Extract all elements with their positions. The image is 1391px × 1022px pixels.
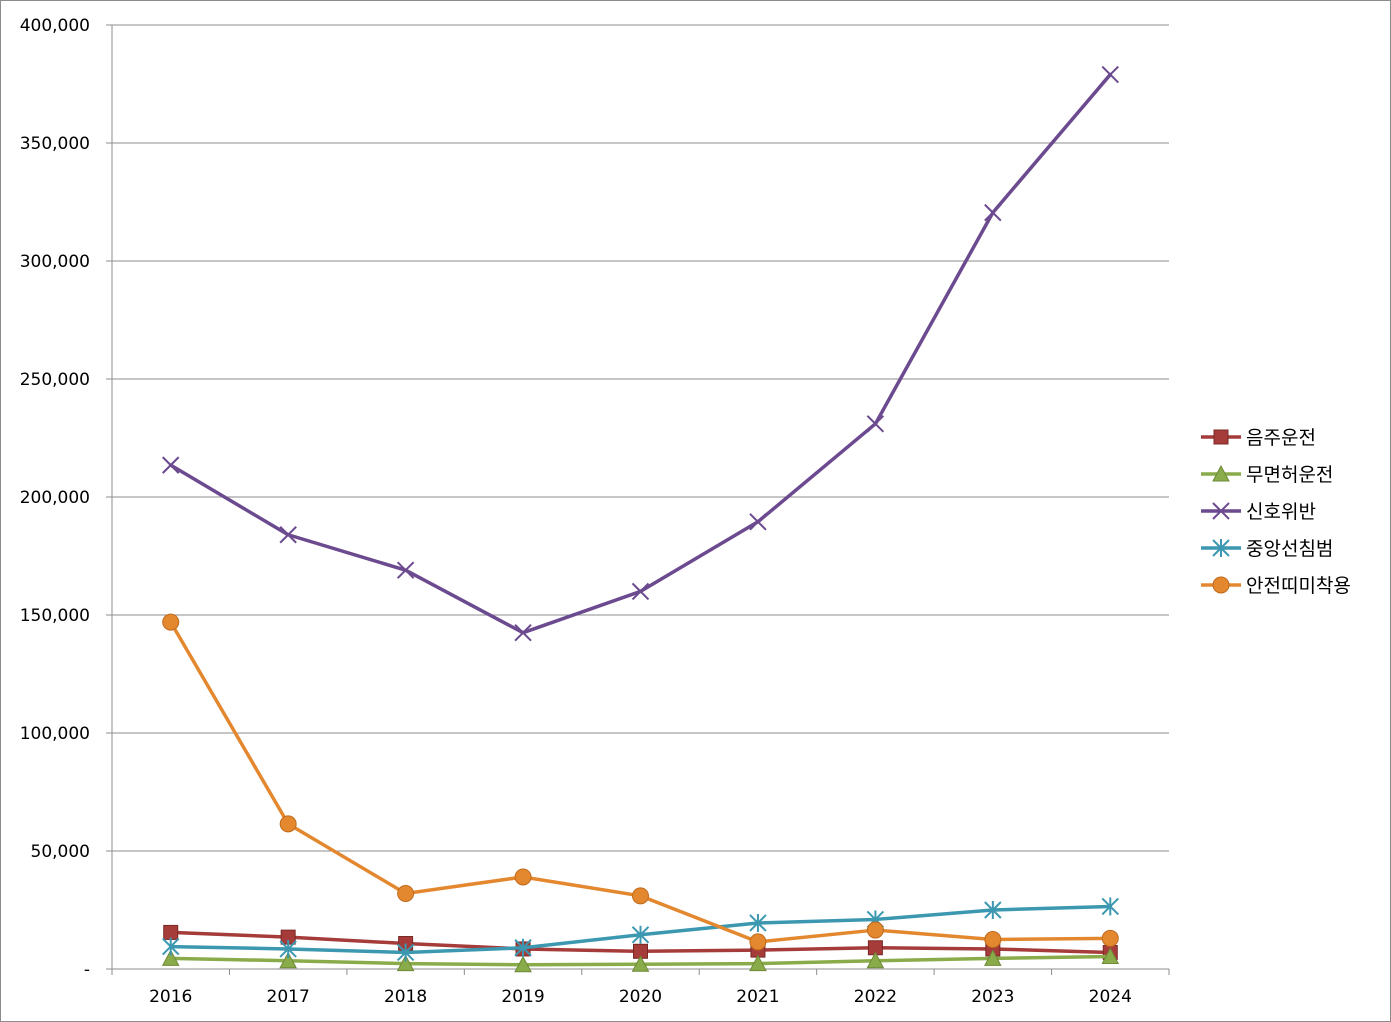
y-tick-label: 100,000 (20, 724, 90, 744)
data-point (631, 955, 650, 972)
series (161, 65, 1120, 973)
data-point (984, 901, 1002, 919)
x-tick-label: 2021 (736, 987, 779, 1007)
series-4 (162, 897, 1119, 962)
data-point (514, 938, 532, 957)
y-tick-label: 350,000 (20, 134, 90, 154)
data-point (279, 526, 297, 544)
x-tick-label: 2022 (854, 987, 897, 1007)
data-point (162, 937, 180, 956)
data-point (866, 415, 885, 433)
data-point (1101, 897, 1119, 916)
data-point (514, 623, 532, 642)
data-point (632, 887, 649, 905)
legend-label: 신호위반 (1246, 501, 1316, 523)
data-point (161, 949, 180, 966)
data-point (397, 884, 415, 902)
legend-label: 안전띠미착용 (1246, 575, 1351, 597)
data-point (866, 951, 885, 969)
data-point (984, 931, 1002, 948)
data-point (1101, 929, 1119, 947)
y-tick-label: 250,000 (20, 370, 90, 390)
data-point (631, 582, 650, 601)
y-tick-label: 150,000 (20, 606, 90, 626)
data-point (162, 613, 180, 631)
x-tick-label: 2019 (501, 987, 544, 1007)
data-point (866, 921, 884, 939)
axes: - 50,000 100,000 150,000 200,000 250,000 300,0… (20, 16, 1170, 1007)
y-tick-label: 300,000 (20, 252, 90, 272)
legend-marker (1212, 464, 1230, 482)
data-point (279, 815, 297, 833)
data-point (279, 939, 297, 958)
x-tick-label: 2024 (1089, 987, 1132, 1007)
data-point (396, 954, 415, 972)
legend-item: 안전띠미착용 (1201, 575, 1351, 597)
x-tick-label: 2018 (384, 987, 427, 1007)
data-point (1101, 65, 1119, 84)
data-point (984, 203, 1002, 222)
legend-item: 중앙선침범 (1201, 538, 1333, 560)
x-tick-label: 2016 (149, 987, 192, 1007)
series-line (168, 72, 1113, 635)
data-point (1101, 947, 1120, 964)
y-tick-label: 400,000 (20, 16, 90, 36)
series-2 (161, 947, 1120, 973)
data-point (163, 924, 179, 940)
data-point (514, 955, 532, 973)
legend-marker (1212, 576, 1230, 594)
legend-label: 음주운전 (1246, 427, 1316, 449)
legend-marker (1213, 429, 1229, 445)
data-point (749, 933, 767, 951)
gridlines (112, 24, 1169, 852)
data-point (749, 954, 767, 972)
data-point (162, 456, 180, 474)
x-tick-label: 2023 (971, 987, 1014, 1007)
y-tick-label: 50,000 (31, 842, 90, 862)
series-3 (162, 65, 1119, 642)
x-tick-label: 2017 (267, 987, 310, 1007)
data-point (983, 949, 1002, 966)
data-point (396, 561, 415, 579)
legend-marker (1212, 502, 1230, 520)
data-point (514, 868, 532, 886)
data-point (279, 951, 297, 969)
data-point (396, 943, 415, 962)
y-tick-label: - (84, 960, 90, 980)
legend-item: 무면허운전 (1201, 464, 1333, 486)
y-tick-label: 200,000 (20, 488, 90, 508)
data-point (749, 913, 767, 932)
data-point (631, 925, 650, 944)
legend-item: 신호위반 (1201, 501, 1316, 523)
legend-label: 무면허운전 (1246, 464, 1333, 486)
series-5 (162, 613, 1119, 951)
legend-label: 중앙선침범 (1246, 538, 1333, 560)
data-point (749, 513, 767, 531)
legend-item: 음주운전 (1201, 427, 1316, 449)
legend-marker (1212, 539, 1230, 557)
x-tick-label: 2020 (619, 987, 662, 1007)
